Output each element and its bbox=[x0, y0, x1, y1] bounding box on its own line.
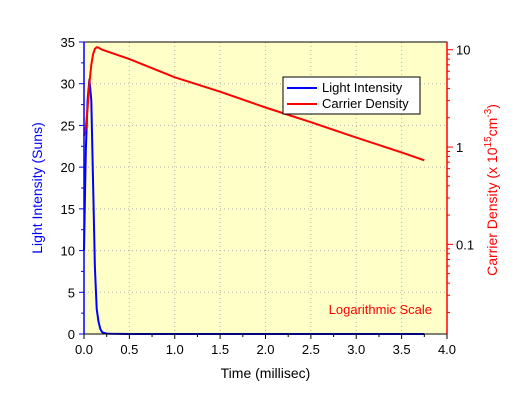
right-axis-title: Carrier Density (x 1015cm-3) bbox=[483, 104, 500, 276]
y-left-tick-label: 10 bbox=[61, 244, 75, 259]
x-tick-label: 1.5 bbox=[211, 342, 229, 357]
y-left-tick-label: 35 bbox=[61, 35, 75, 50]
y-left-tick-label: 5 bbox=[68, 285, 75, 300]
right-axis-title-suffix: ) bbox=[484, 104, 500, 109]
right-axis-title-exp2: -3 bbox=[483, 108, 494, 117]
y-left-tick-label: 0 bbox=[68, 327, 75, 342]
left-axis-title: Light Intensity (Suns) bbox=[29, 122, 45, 254]
legend-box bbox=[282, 76, 421, 115]
legend: Light Intensity Carrier Density bbox=[282, 76, 421, 115]
y-left-tick-label: 25 bbox=[61, 118, 75, 133]
x-tick-label: 0.5 bbox=[120, 342, 138, 357]
y-left-tick-label: 20 bbox=[61, 160, 75, 175]
y-right-tick-label: 10 bbox=[456, 43, 470, 58]
legend-label-light-intensity: Light Intensity bbox=[322, 80, 403, 95]
right-axis-title-mid: cm bbox=[484, 118, 500, 137]
right-axis-title-exp1: 15 bbox=[483, 136, 494, 148]
x-tick-label: 3.5 bbox=[393, 342, 411, 357]
y-right-tick-label: 1 bbox=[456, 140, 463, 155]
legend-label-carrier-density: Carrier Density bbox=[322, 96, 409, 111]
y-right-tick-label: 0.1 bbox=[456, 237, 474, 252]
x-tick-label: 2.5 bbox=[302, 342, 320, 357]
x-axis-title: Time (millisec) bbox=[221, 365, 311, 381]
x-tick-label: 1.0 bbox=[166, 342, 184, 357]
axis-ticks: 0.0 0.5 1.0 1.5 2.0 2.5 3.0 3.5 4.0 0 5 10 15 20 25 30 3… bbox=[61, 35, 475, 357]
y-left-tick-label: 30 bbox=[61, 77, 75, 92]
y-left-tick-label: 15 bbox=[61, 202, 75, 217]
series-line-carrier-density bbox=[83, 46, 425, 162]
x-tick-label: 2.0 bbox=[256, 342, 274, 357]
right-axis-title-prefix: Carrier Density (x 10 bbox=[484, 147, 500, 276]
scale-annotation: Logarithmic Scale bbox=[329, 302, 432, 317]
x-tick-label: 4.0 bbox=[438, 342, 456, 357]
x-tick-label: 0.0 bbox=[75, 342, 93, 357]
x-tick-label: 3.0 bbox=[347, 342, 365, 357]
